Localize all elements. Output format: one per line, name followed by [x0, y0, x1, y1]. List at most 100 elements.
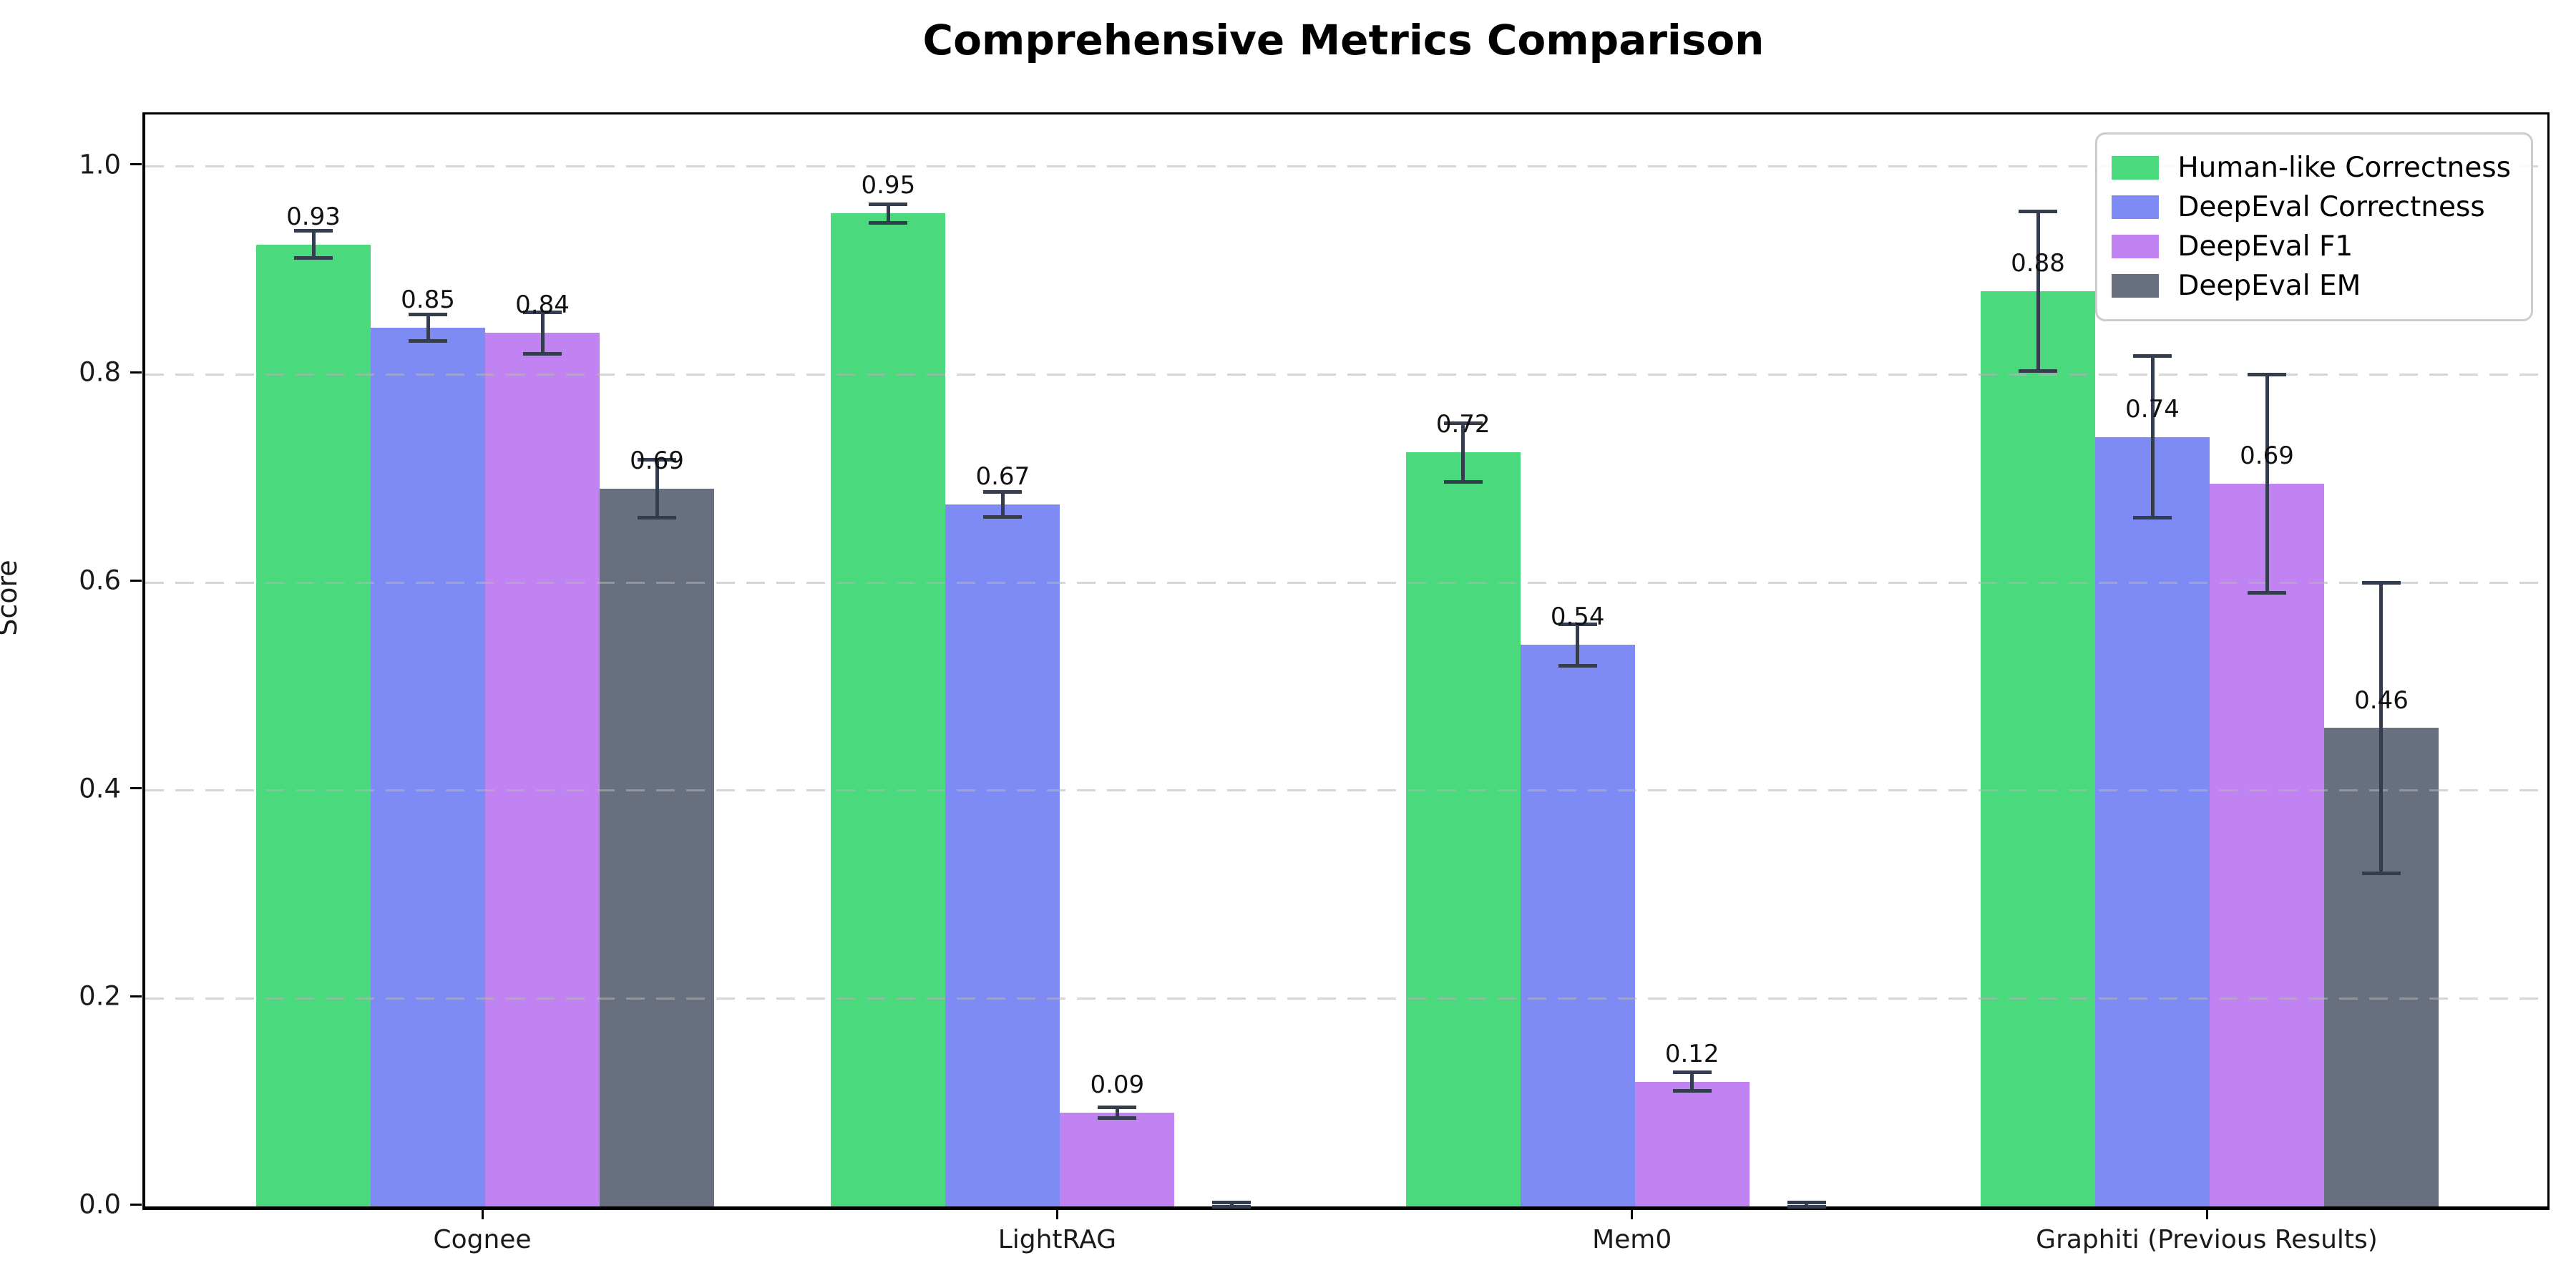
error-bar-cap [1672, 1070, 1712, 1075]
bar-value-label: 0.88 [2011, 249, 2065, 278]
bar-human-like-correctness [831, 213, 946, 1206]
error-bar-cap [2248, 591, 2286, 595]
x-tick-mark [481, 1208, 484, 1219]
bar-value-label: 0.74 [2125, 394, 2180, 424]
x-tick-label: Mem0 [1592, 1225, 1672, 1254]
error-bar-cap [638, 516, 676, 520]
legend: Human-like Correctness DeepEval Correctne… [2095, 132, 2533, 321]
y-tick-mark [130, 371, 142, 374]
bar-human-like-correctness [256, 244, 371, 1206]
error-bar-cap [2019, 369, 2057, 374]
legend-item: DeepEval EM [2112, 270, 2511, 302]
legend-swatch-icon [2112, 235, 2160, 258]
error-bar-cap [294, 229, 333, 233]
error-bar-cap [2361, 580, 2401, 585]
bar-value-label: 0.67 [975, 462, 1030, 492]
x-tick-mark [1055, 1208, 1058, 1219]
legend-item-label: DeepEval Correctness [2177, 191, 2485, 223]
y-tick-mark [130, 163, 142, 166]
error-bar-cap [1672, 1089, 1712, 1093]
y-tick-mark [130, 787, 142, 790]
plot-area: Human-like Correctness DeepEval Correctne… [142, 112, 2550, 1210]
x-tick-mark [2205, 1208, 2208, 1219]
error-bar [2036, 211, 2040, 371]
error-bar-cap [1558, 622, 1597, 626]
bar-value-label: 0.72 [1435, 410, 1491, 439]
bar-value-label: 0.95 [861, 171, 916, 200]
bar-value-label: 0.85 [401, 286, 455, 315]
error-bar-cap [523, 310, 562, 314]
legend-item: DeepEval F1 [2112, 230, 2511, 263]
legend-swatch-icon [2112, 156, 2160, 180]
error-bar-cap [1443, 421, 1483, 426]
x-tick-label: Cognee [433, 1225, 532, 1254]
error-bar-cap [1098, 1106, 1137, 1110]
error-bar-cap [2361, 872, 2401, 876]
bar-deepeval-f1 [2210, 483, 2324, 1206]
error-bar-cap [2133, 353, 2172, 358]
bar-value-label: 0.84 [515, 291, 570, 320]
y-tick-label: 1.0 [79, 149, 121, 180]
x-tick-label: LightRAG [997, 1225, 1116, 1254]
y-tick-mark [130, 579, 142, 582]
error-bar-cap [1787, 1200, 1826, 1204]
bar-value-label: 0.12 [1664, 1039, 1719, 1068]
error-bar [2265, 374, 2269, 593]
bar-deepeval-f1 [1634, 1081, 1750, 1206]
error-bar [1690, 1072, 1694, 1091]
error-bar-cap [2019, 209, 2057, 213]
bar-value-label: 0.46 [2354, 686, 2409, 715]
error-bar [1805, 1202, 1809, 1206]
error-bar-cap [2248, 372, 2286, 376]
y-tick-label: 0.0 [79, 1189, 121, 1220]
legend-item: Human-like Correctness [2112, 152, 2511, 184]
error-bar [2379, 582, 2384, 874]
legend-item-label: DeepEval EM [2177, 270, 2361, 302]
bar-deepeval-correctness [371, 327, 485, 1206]
bar-human-like-correctness [1981, 291, 2095, 1206]
error-bar-cap [1787, 1204, 1826, 1209]
error-bar [2150, 356, 2155, 518]
error-bar-cap [2133, 516, 2172, 520]
x-tick-mark [1631, 1208, 1634, 1219]
error-bar-cap [983, 514, 1023, 519]
error-bar [311, 230, 316, 258]
error-bar-cap [983, 490, 1023, 494]
error-bar-cap [638, 458, 676, 462]
error-bar [886, 204, 890, 223]
bar-value-label: 0.09 [1090, 1070, 1145, 1100]
y-tick-label: 0.2 [79, 980, 121, 1012]
bar-value-label: 0.54 [1550, 602, 1605, 632]
bar-deepeval-correctness [2095, 436, 2210, 1206]
bar-deepeval-correctness [1520, 645, 1635, 1206]
error-bar [1229, 1202, 1234, 1206]
y-tick-mark [130, 995, 142, 997]
chart-title: Comprehensive Metrics Comparison [922, 16, 1765, 64]
bar-value-label: 0.93 [286, 202, 341, 231]
y-tick-label: 0.4 [79, 773, 121, 804]
error-bar-cap [1212, 1200, 1252, 1204]
y-tick-mark [130, 1203, 142, 1206]
error-bar-cap [869, 202, 908, 206]
error-bar-cap [294, 256, 333, 260]
legend-item: DeepEval Correctness [2112, 191, 2511, 223]
bar-deepeval-correctness [945, 504, 1060, 1206]
bar-human-like-correctness [1405, 452, 1521, 1206]
error-bar [1115, 1107, 1119, 1118]
legend-swatch-icon [2112, 195, 2160, 219]
legend-item-label: DeepEval F1 [2177, 230, 2353, 263]
error-bar-cap [523, 351, 562, 356]
error-bar [1461, 423, 1465, 482]
error-bar [655, 459, 659, 518]
error-bar-cap [1098, 1116, 1137, 1120]
error-bar [1576, 624, 1580, 666]
bar-deepeval-f1 [485, 333, 600, 1206]
y-axis-label: Score [0, 560, 23, 636]
error-bar-cap [409, 339, 448, 343]
bar-deepeval-f1 [1060, 1113, 1175, 1206]
legend-item-label: Human-like Correctness [2177, 152, 2511, 184]
error-bar-cap [409, 312, 448, 316]
bar-value-label: 0.69 [630, 447, 684, 476]
error-bar [540, 312, 545, 354]
y-tick-label: 0.6 [79, 565, 121, 596]
